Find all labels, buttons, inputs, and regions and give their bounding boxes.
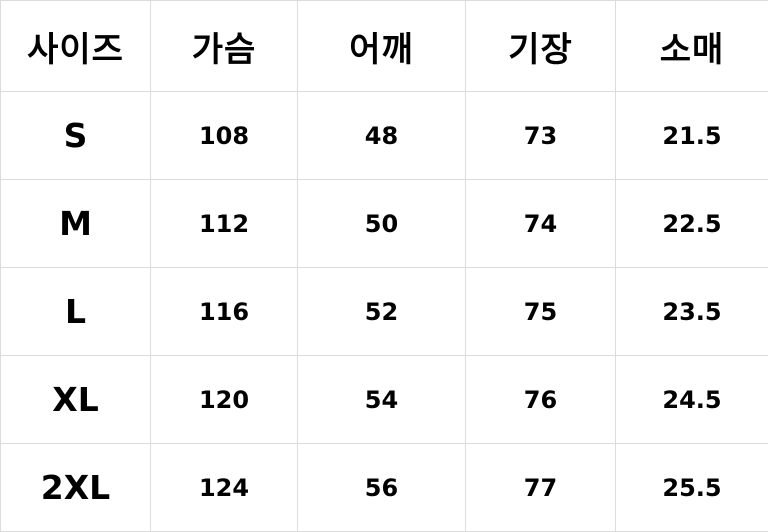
header-chest: 가슴 bbox=[150, 0, 298, 92]
header-size: 사이즈 bbox=[0, 0, 151, 92]
cell-sleeve: 22.5 bbox=[615, 179, 768, 268]
cell-size: L bbox=[0, 267, 151, 356]
table-row: L 116 52 75 23.5 bbox=[0, 267, 768, 356]
cell-length: 75 bbox=[465, 267, 616, 356]
cell-length: 76 bbox=[465, 355, 616, 444]
cell-chest: 116 bbox=[150, 267, 298, 356]
table-row: S 108 48 73 21.5 bbox=[0, 91, 768, 180]
table-row: M 112 50 74 22.5 bbox=[0, 179, 768, 268]
table-row: XL 120 54 76 24.5 bbox=[0, 355, 768, 444]
cell-shoulder: 48 bbox=[297, 91, 466, 180]
cell-length: 77 bbox=[465, 443, 616, 532]
cell-chest: 112 bbox=[150, 179, 298, 268]
cell-shoulder: 54 bbox=[297, 355, 466, 444]
cell-chest: 124 bbox=[150, 443, 298, 532]
header-row: 사이즈 가슴 어깨 기장 소매 bbox=[0, 0, 768, 92]
cell-length: 73 bbox=[465, 91, 616, 180]
cell-chest: 108 bbox=[150, 91, 298, 180]
cell-sleeve: 23.5 bbox=[615, 267, 768, 356]
cell-length: 74 bbox=[465, 179, 616, 268]
cell-size: M bbox=[0, 179, 151, 268]
cell-size: 2XL bbox=[0, 443, 151, 532]
cell-sleeve: 21.5 bbox=[615, 91, 768, 180]
cell-size: XL bbox=[0, 355, 151, 444]
header-sleeve: 소매 bbox=[615, 0, 768, 92]
cell-shoulder: 50 bbox=[297, 179, 466, 268]
cell-shoulder: 56 bbox=[297, 443, 466, 532]
cell-sleeve: 24.5 bbox=[615, 355, 768, 444]
cell-shoulder: 52 bbox=[297, 267, 466, 356]
header-shoulder: 어깨 bbox=[297, 0, 466, 92]
cell-sleeve: 25.5 bbox=[615, 443, 768, 532]
cell-chest: 120 bbox=[150, 355, 298, 444]
header-length: 기장 bbox=[465, 0, 616, 92]
table-row: 2XL 124 56 77 25.5 bbox=[0, 443, 768, 532]
cell-size: S bbox=[0, 91, 151, 180]
